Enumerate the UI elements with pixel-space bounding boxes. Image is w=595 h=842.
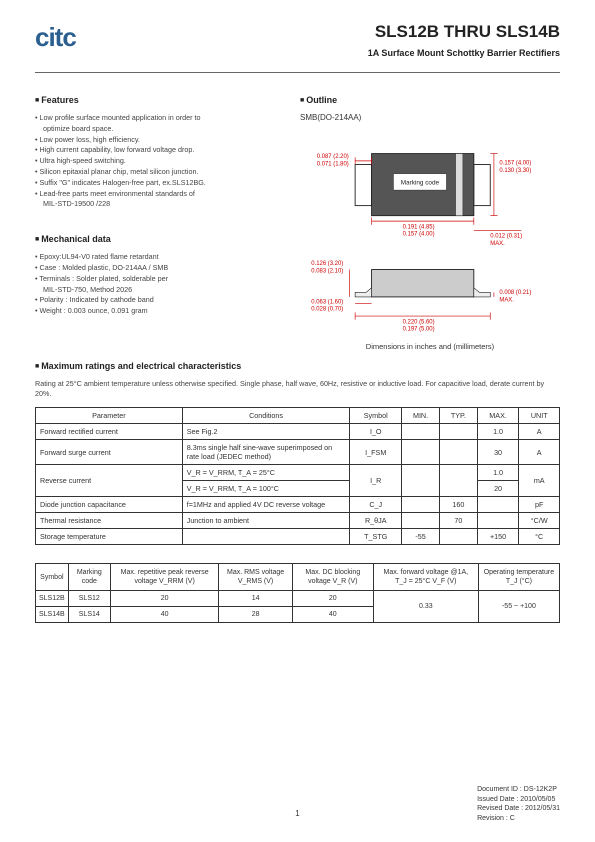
left-col: Features Low profile surface mounted app… — [35, 95, 280, 351]
svg-text:0.008 (0.21): 0.008 (0.21) — [499, 290, 531, 296]
ratings-row: Storage temperatureT_STG-55+150°C — [36, 529, 560, 545]
footer-docid: Document ID : DS-12K2P — [477, 785, 560, 795]
parts-header-cell: Max. repetitive peak reverse voltage V_R… — [110, 564, 219, 591]
features-item: Low profile surface mounted application … — [35, 113, 280, 124]
mechanical-list: Epoxy:UL94-V0 rated flame retardantCase … — [35, 252, 280, 317]
footer-revision: Revision : C — [477, 814, 560, 824]
ratings-row: Forward surge current8.3ms single half s… — [36, 440, 560, 465]
parts-header-cell: Max. DC blocking voltage V_R (V) — [292, 564, 373, 591]
page-subtitle: 1A Surface Mount Schottky Barrier Rectif… — [368, 48, 560, 58]
mechanical-heading: Mechanical data — [35, 234, 280, 244]
svg-text:0.063 (1.60): 0.063 (1.60) — [311, 299, 343, 305]
logo: citc — [35, 22, 76, 53]
content: Features Low profile surface mounted app… — [0, 73, 595, 623]
page-title: SLS12B THRU SLS14B — [368, 22, 560, 42]
outline-heading: Outline — [300, 95, 560, 105]
ratings-header-cell: TYP. — [440, 408, 478, 424]
ratings-header-cell: Parameter — [36, 408, 183, 424]
footer: Document ID : DS-12K2P Issued Date : 201… — [477, 785, 560, 824]
ratings-row: Forward rectified currentSee Fig.2I_O1.0… — [36, 424, 560, 440]
ratings-header-cell: Symbol — [350, 408, 402, 424]
ratings-row: Diode junction capacitancef=1MHz and app… — [36, 497, 560, 513]
ratings-header-cell: MIN. — [402, 408, 440, 424]
outline-package: SMB(DO-214AA) — [300, 113, 560, 122]
parts-header-cell: Operating temperature T_J (°C) — [478, 564, 559, 591]
ratings-row: Reverse currentV_R = V_RRM, T_A = 25°CI_… — [36, 465, 560, 481]
header: citc SLS12B THRU SLS14B 1A Surface Mount… — [0, 0, 595, 68]
footer-revised: Revised Date : 2012/05/31 — [477, 804, 560, 814]
svg-text:0.071 (1.80): 0.071 (1.80) — [317, 161, 349, 167]
parts-table: SymbolMarking codeMax. repetitive peak r… — [35, 563, 560, 623]
parts-header-cell: Marking code — [68, 564, 110, 591]
outline-diagram: Marking code 0.087 (2.20) 0.071 (1.80) 0… — [300, 128, 560, 338]
marking-code-label: Marking code — [401, 180, 440, 187]
mechanical-item: MIL-STD-750, Method 2026 — [35, 285, 280, 296]
svg-text:0.191 (4.85): 0.191 (4.85) — [403, 224, 435, 230]
features-item: Lead-free parts meet environmental stand… — [35, 189, 280, 200]
svg-text:0.126 (3.20): 0.126 (3.20) — [311, 261, 343, 267]
mechanical-item: Weight : 0.003 ounce, 0.091 gram — [35, 306, 280, 317]
features-item: Suffix "G" indicates Halogen-free part, … — [35, 178, 280, 189]
svg-text:0.130 (3.30): 0.130 (3.30) — [499, 168, 531, 174]
ratings-table: ParameterConditionsSymbolMIN.TYP.MAX.UNI… — [35, 407, 560, 545]
parts-header-cell: Symbol — [36, 564, 69, 591]
svg-text:0.083 (2.10): 0.083 (2.10) — [311, 268, 343, 274]
svg-text:0.220 (5.60): 0.220 (5.60) — [403, 319, 435, 325]
top-two-col: Features Low profile surface mounted app… — [35, 95, 560, 351]
features-item: Ultra high-speed switching. — [35, 156, 280, 167]
ratings-heading: Maximum ratings and electrical character… — [35, 361, 560, 371]
svg-text:MAX.: MAX. — [490, 241, 505, 247]
ratings-header-cell: Conditions — [182, 408, 350, 424]
ratings-row: Thermal resistanceJunction to ambientR_θ… — [36, 513, 560, 529]
mechanical-item: Polarity : Indicated by cathode band — [35, 295, 280, 306]
mechanical-item: Epoxy:UL94-V0 rated flame retardant — [35, 252, 280, 263]
mechanical-item: Terminals : Solder plated, solderable pe… — [35, 274, 280, 285]
svg-text:0.028 (0.70): 0.028 (0.70) — [311, 307, 343, 313]
features-item: High current capability, low forward vol… — [35, 145, 280, 156]
features-list: Low profile surface mounted application … — [35, 113, 280, 210]
svg-text:0.012 (0.31): 0.012 (0.31) — [490, 234, 522, 240]
mechanical-item: Case : Molded plastic, DO-214AA / SMB — [35, 263, 280, 274]
features-item: Silicon epitaxial planar chip, metal sil… — [35, 167, 280, 178]
parts-header-cell: Max. forward voltage @1A, T_J = 25°C V_F… — [373, 564, 478, 591]
footer-issued: Issued Date : 2010/05/05 — [477, 795, 560, 805]
svg-text:0.087 (2.20): 0.087 (2.20) — [317, 154, 349, 160]
logo-text: citc — [35, 22, 76, 52]
ratings-note: Rating at 25°C ambient temperature unles… — [35, 379, 560, 399]
svg-text:0.157 (4.00): 0.157 (4.00) — [499, 161, 531, 167]
ratings-header-cell: MAX. — [477, 408, 519, 424]
features-heading: Features — [35, 95, 280, 105]
parts-row: SLS12BSLS122014200.33-55 ~ +100 — [36, 591, 560, 607]
svg-text:MAX.: MAX. — [499, 297, 514, 303]
svg-text:0.157 (4.00): 0.157 (4.00) — [403, 232, 435, 238]
svg-text:0.197 (5.00): 0.197 (5.00) — [403, 327, 435, 333]
page-number: 1 — [295, 809, 299, 818]
features-item: Low power loss, high efficiency. — [35, 135, 280, 146]
dimensions-caption: Dimensions in inches and (millimeters) — [300, 342, 560, 351]
features-item: MIL-STD-19500 /228 — [35, 199, 280, 210]
title-block: SLS12B THRU SLS14B 1A Surface Mount Scho… — [368, 22, 560, 58]
features-item: optimize board space. — [35, 124, 280, 135]
right-col: Outline SMB(DO-214AA) Mark — [300, 95, 560, 351]
parts-header-cell: Max. RMS voltage V_RMS (V) — [219, 564, 292, 591]
ratings-header-cell: UNIT — [519, 408, 560, 424]
